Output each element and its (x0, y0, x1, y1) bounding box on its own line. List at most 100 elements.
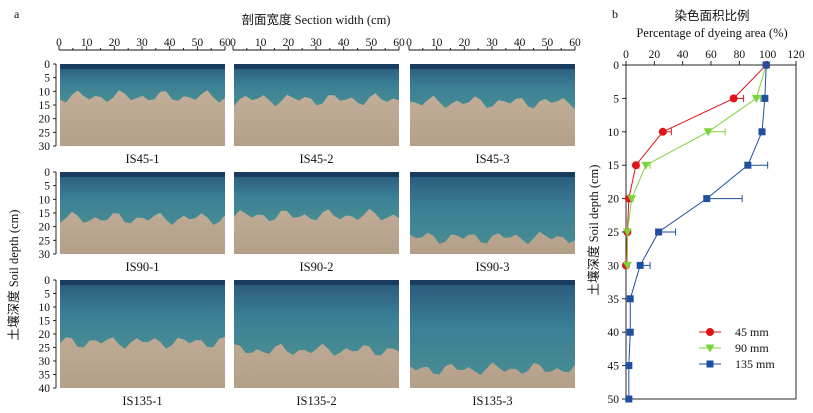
depth-tick-label: 15 (39, 316, 51, 328)
surface-layer (234, 280, 399, 285)
chart-title-en: Percentage of dyeing area (%) (636, 26, 787, 40)
data-point (641, 161, 651, 170)
panel-b-letter: b (612, 7, 618, 21)
dye-stain (60, 280, 225, 349)
depth-tick-label: 25 (39, 343, 51, 355)
chart-y-tick-label: 10 (608, 127, 620, 139)
chart-y-tick-label: 0 (613, 60, 619, 72)
chart-y-tick-label: 35 (608, 294, 620, 306)
depth-tick-label: 10 (39, 302, 51, 314)
x-tick-label: 40 (164, 37, 176, 49)
depth-tick-label: 25 (39, 127, 51, 139)
data-point (762, 61, 770, 69)
dye-stain (234, 280, 399, 356)
x-tick-label: 50 (192, 37, 204, 49)
photo-label: IS135-1 (122, 394, 162, 408)
photo-label: IS45-3 (475, 152, 509, 166)
x-tick-label: 50 (366, 37, 378, 49)
chart-y-tick-label: 5 (613, 93, 619, 105)
chart-y-tick-label: 40 (608, 327, 620, 339)
depth-tick-label: 5 (44, 289, 50, 301)
surface-layer (410, 64, 575, 69)
x-tick-label: 60 (219, 37, 231, 49)
x-tick-label: 10 (255, 37, 267, 49)
surface-layer (410, 280, 575, 285)
depth-tick-label: 10 (39, 194, 51, 206)
depth-tick-label: 20 (39, 222, 51, 234)
x-tick-label: 0 (406, 37, 412, 49)
data-point (658, 127, 667, 136)
chart-y-tick-label: 15 (608, 160, 620, 172)
dye-stain (234, 64, 399, 107)
x-tick-label: 0 (230, 37, 236, 49)
chart-x-tick-label: 120 (787, 49, 805, 61)
data-point (626, 295, 634, 303)
depth-tick-label: 5 (44, 73, 50, 85)
data-point (655, 228, 663, 236)
depth-tick-label: 20 (39, 329, 51, 341)
soil-profile-photo (234, 280, 399, 388)
legend-marker (706, 328, 714, 336)
dye-stain (410, 280, 575, 376)
surface-layer (60, 280, 225, 285)
data-point (751, 94, 761, 103)
depth-tick-label: 20 (39, 114, 51, 126)
depth-tick-label: 30 (39, 249, 51, 261)
chart-x-tick-label: 100 (759, 49, 777, 61)
data-point (729, 94, 738, 103)
surface-layer (60, 64, 225, 69)
x-tick-label: 60 (393, 37, 405, 49)
surface-layer (410, 172, 575, 177)
section-width-axes: 0 10 20 30 40 50 60 0 10 20 30 40 50 60 0 10 20 30 40 50 60 (56, 37, 581, 51)
chart-x-tick-label: 60 (705, 49, 717, 61)
chart-y-axis-label: 土壤深度 Soil depth (cm) (586, 165, 601, 296)
data-point (625, 362, 633, 370)
depth-tick-label: 0 (44, 167, 50, 179)
depth-tick-label: 40 (39, 383, 51, 395)
legend-marker (706, 360, 714, 368)
depth-tick-label: 35 (39, 370, 51, 382)
data-point (626, 328, 634, 336)
soil-depth-axis-label: 土壤深度 Soil depth (cm) (6, 210, 21, 341)
depth-tick-label: 30 (39, 141, 51, 153)
data-point (703, 128, 713, 137)
soil-profile-photo (60, 280, 225, 388)
surface-layer (60, 172, 225, 177)
soil-profile-photo (234, 64, 399, 146)
x-tick-label: 60 (569, 37, 581, 49)
series-square (625, 61, 770, 403)
section-width-axis-label: 剖面宽度 Section width (cm) (242, 12, 391, 27)
x-tick-label: 50 (542, 37, 554, 49)
data-point (631, 161, 640, 170)
legend-label: 90 mm (735, 341, 769, 355)
photo-label: IS45-1 (125, 152, 159, 166)
legend-label: 45 mm (735, 325, 769, 339)
photo-label: IS45-2 (299, 152, 333, 166)
data-point (627, 195, 637, 204)
x-tick-label: 30 (310, 37, 322, 49)
x-tick-label: 10 (431, 37, 443, 49)
x-tick-label: 0 (56, 37, 62, 49)
depth-tick-label: 5 (44, 181, 50, 193)
soil-profile-photo (410, 64, 575, 146)
soil-profile-photo (60, 172, 225, 254)
chart-title-cn: 染色面积比例 (674, 8, 749, 23)
dye-stain (234, 172, 399, 222)
data-point (758, 128, 766, 136)
depth-tick-label: 15 (39, 100, 51, 112)
soil-profile-photo (410, 280, 575, 388)
chart-y-tick-label: 45 (608, 361, 620, 373)
chart-y-tick-label: 20 (608, 194, 620, 206)
chart-y-tick-label: 25 (608, 227, 620, 239)
chart-x-tick-label: 80 (734, 49, 746, 61)
chart-y-tick-label: 30 (608, 260, 620, 272)
depth-tick-label: 30 (39, 356, 51, 368)
x-tick-label: 20 (109, 37, 121, 49)
data-point (636, 261, 644, 269)
photo-label: IS135-2 (296, 394, 336, 408)
x-tick-label: 30 (486, 37, 498, 49)
data-point (761, 94, 769, 102)
photo-label: IS90-1 (125, 260, 159, 274)
soil-profile-photo (234, 172, 399, 254)
surface-layer (234, 64, 399, 69)
